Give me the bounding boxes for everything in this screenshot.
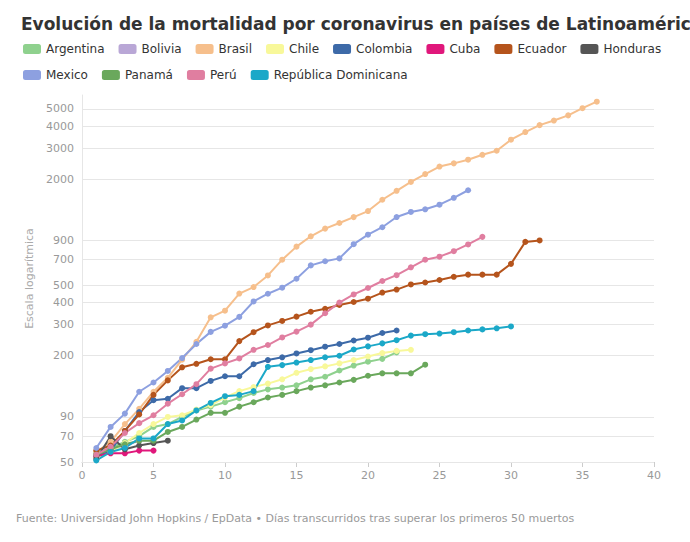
svg-text:Evolución de la mortalidad por: Evolución de la mortalidad por coronavir… bbox=[21, 14, 690, 34]
svg-text:300: 300 bbox=[53, 318, 74, 331]
svg-text:40: 40 bbox=[647, 469, 661, 482]
svg-text:Argentina: Argentina bbox=[46, 42, 105, 56]
svg-text:70: 70 bbox=[60, 430, 74, 443]
svg-text:Honduras: Honduras bbox=[603, 42, 661, 56]
svg-text:900: 900 bbox=[53, 234, 74, 247]
svg-text:10: 10 bbox=[218, 469, 232, 482]
svg-text:Brasil: Brasil bbox=[219, 42, 252, 56]
svg-text:Cuba: Cuba bbox=[449, 42, 480, 56]
svg-text:Panamá: Panamá bbox=[125, 68, 173, 82]
svg-text:5000: 5000 bbox=[46, 102, 74, 115]
svg-text:35: 35 bbox=[576, 469, 590, 482]
svg-text:Escala logarítmica: Escala logarítmica bbox=[23, 228, 36, 329]
svg-text:400: 400 bbox=[53, 296, 74, 309]
svg-text:50: 50 bbox=[60, 456, 74, 469]
svg-text:700: 700 bbox=[53, 253, 74, 266]
svg-text:2000: 2000 bbox=[46, 173, 74, 186]
svg-text:Bolivia: Bolivia bbox=[142, 42, 182, 56]
svg-text:Colombia: Colombia bbox=[356, 42, 412, 56]
svg-text:25: 25 bbox=[433, 469, 447, 482]
svg-text:4000: 4000 bbox=[46, 120, 74, 133]
svg-text:5: 5 bbox=[150, 469, 157, 482]
svg-text:200: 200 bbox=[53, 349, 74, 362]
svg-text:Fuente: Universidad John Hopki: Fuente: Universidad John Hopkins / EpDat… bbox=[16, 512, 574, 525]
svg-text:90: 90 bbox=[60, 410, 74, 423]
svg-text:500: 500 bbox=[53, 279, 74, 292]
svg-text:República Dominicana: República Dominicana bbox=[274, 68, 408, 82]
svg-text:Chile: Chile bbox=[289, 42, 319, 56]
svg-text:Perú: Perú bbox=[210, 68, 237, 82]
svg-text:Ecuador: Ecuador bbox=[517, 42, 566, 56]
svg-text:20: 20 bbox=[361, 469, 375, 482]
svg-text:15: 15 bbox=[290, 469, 304, 482]
svg-text:3000: 3000 bbox=[46, 142, 74, 155]
svg-text:30: 30 bbox=[504, 469, 518, 482]
svg-text:Mexico: Mexico bbox=[46, 68, 88, 82]
svg-text:0: 0 bbox=[79, 469, 86, 482]
